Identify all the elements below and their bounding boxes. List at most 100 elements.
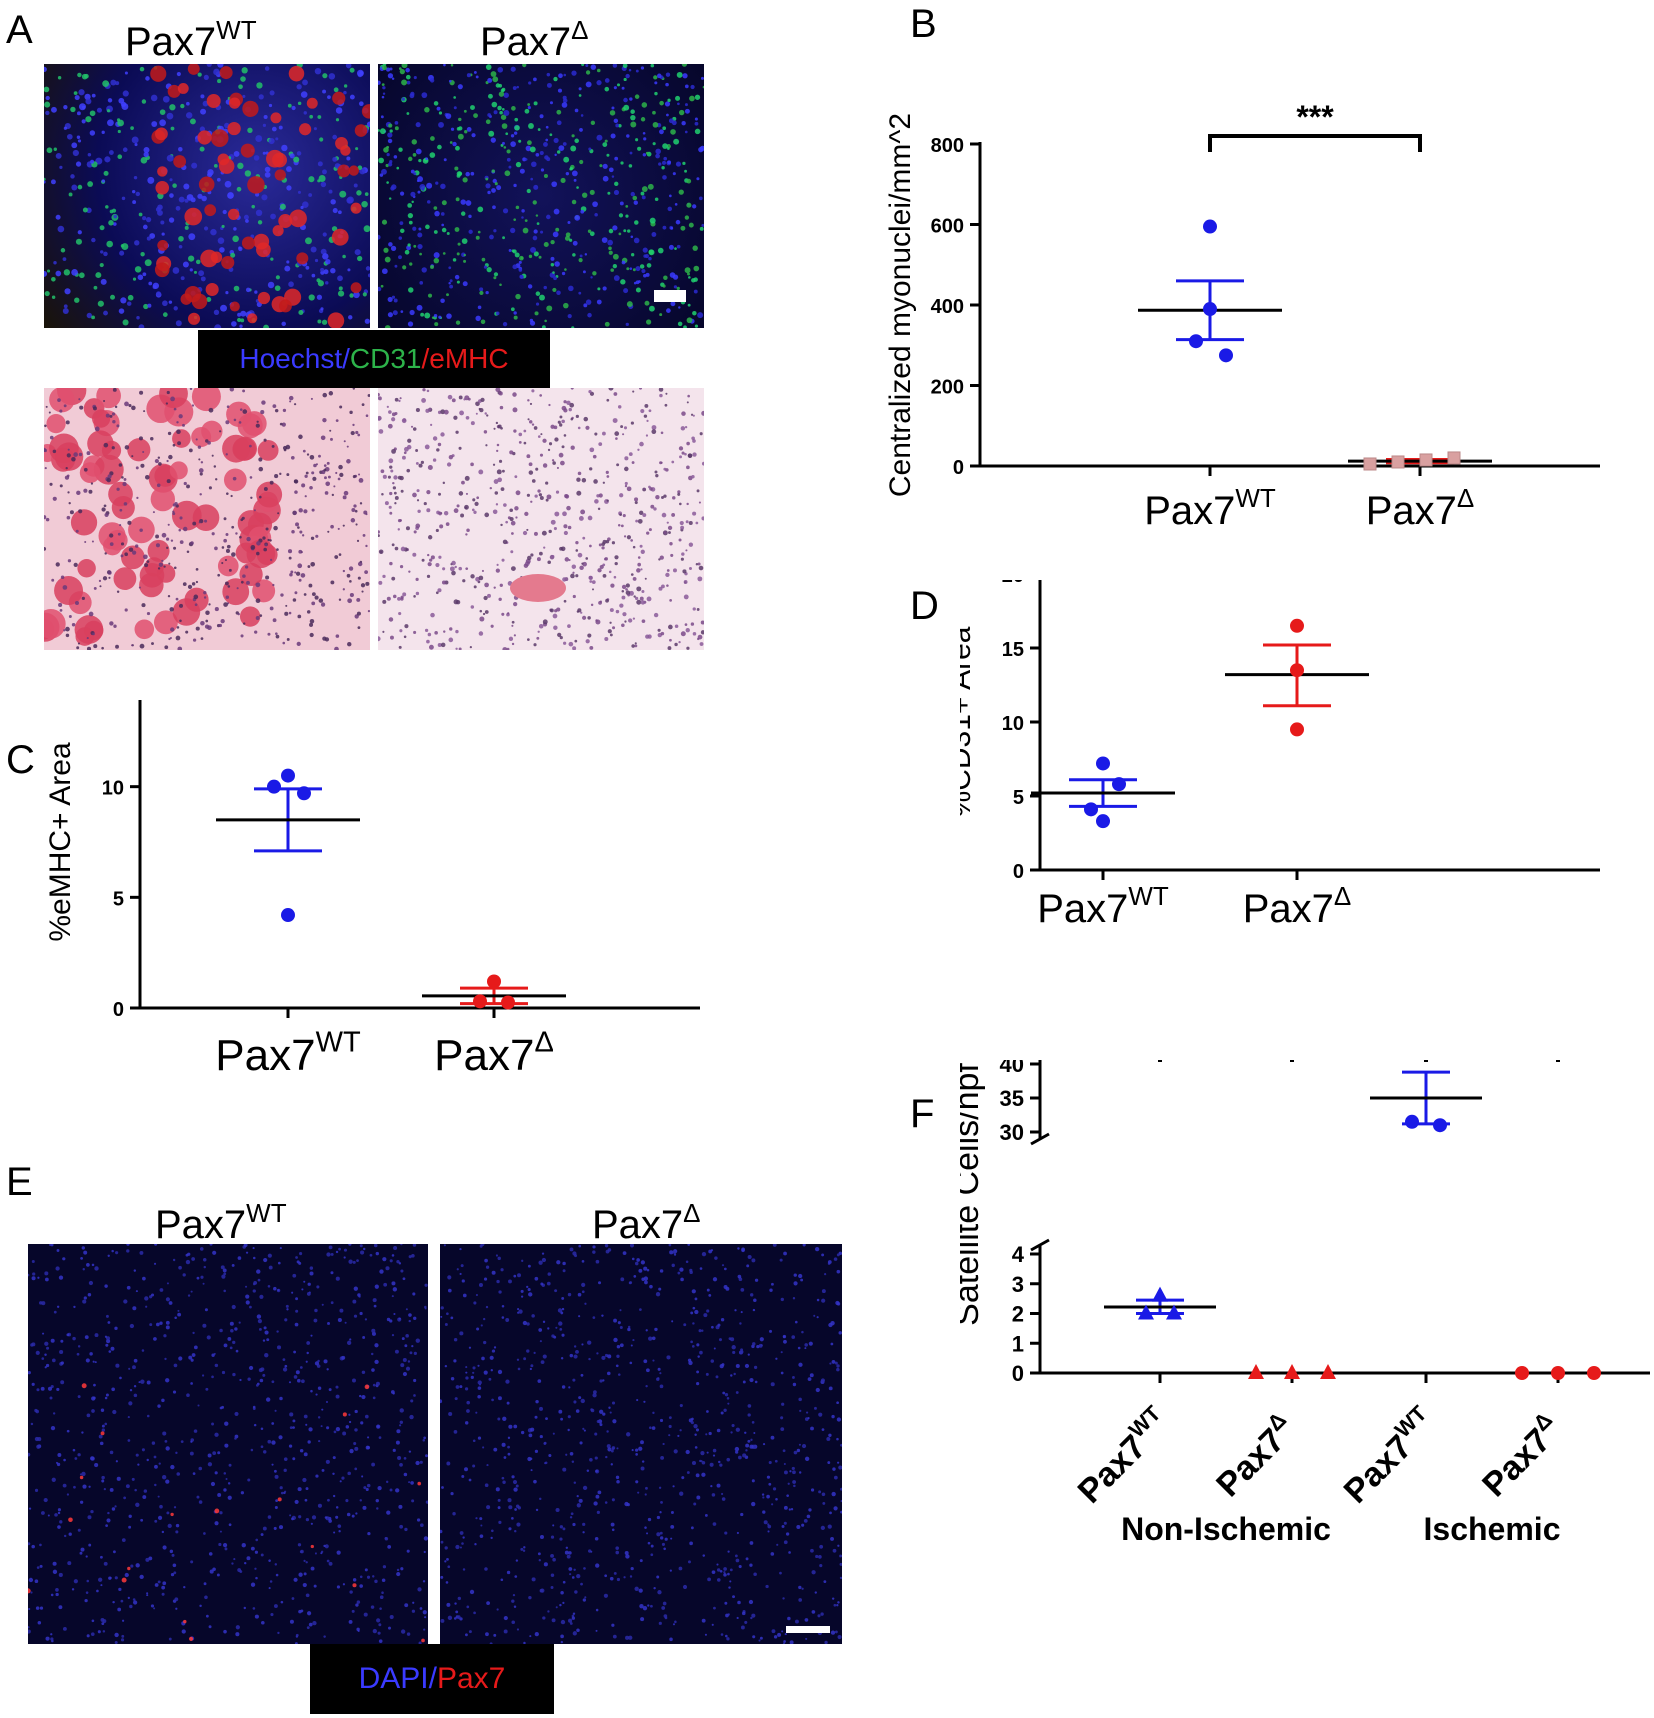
tissue-spot	[397, 475, 402, 480]
tissue-spot	[519, 168, 525, 174]
tissue-spot	[440, 432, 445, 437]
tissue-spot	[783, 1470, 788, 1475]
tissue-spot	[99, 225, 105, 231]
tissue-spot	[793, 1450, 798, 1455]
tissue-spot	[515, 1484, 519, 1488]
tissue-spot	[99, 1441, 104, 1446]
tissue-spot	[400, 489, 404, 493]
tissue-spot	[400, 1629, 406, 1634]
tissue-spot	[713, 1606, 716, 1610]
tissue-spot	[672, 568, 677, 573]
tissue-spot	[205, 1614, 209, 1618]
tissue-spot	[396, 166, 400, 170]
tissue-spot	[79, 405, 84, 410]
tissue-spot	[254, 630, 258, 634]
tissue-spot	[613, 1318, 617, 1323]
tissue-spot	[798, 1471, 802, 1474]
tissue-spot	[351, 508, 356, 512]
tissue-spot	[794, 1619, 799, 1624]
tissue-spot	[666, 1355, 671, 1360]
tissue-spot	[199, 472, 203, 476]
tissue-spot	[804, 1343, 808, 1347]
tissue-spot	[240, 143, 255, 158]
tissue-spot	[647, 1517, 652, 1522]
tissue-spot	[162, 312, 168, 318]
tissue-spot	[359, 1311, 363, 1316]
tissue-spot	[339, 1308, 344, 1313]
tissue-spot	[141, 1349, 145, 1352]
tissue-spot	[138, 324, 145, 328]
tissue-spot	[558, 145, 565, 152]
tissue-spot	[273, 1604, 278, 1609]
tissue-spot	[236, 587, 239, 590]
tissue-spot	[130, 1564, 134, 1568]
tissue-spot	[497, 1256, 501, 1261]
tissue-spot	[150, 94, 158, 102]
tissue-spot	[359, 502, 363, 505]
tissue-spot	[123, 1299, 128, 1304]
tissue-spot	[157, 1495, 160, 1498]
tissue-spot	[616, 1577, 621, 1582]
tissue-spot	[747, 1404, 752, 1408]
tissue-spot	[107, 119, 114, 127]
tissue-spot	[784, 1632, 787, 1636]
tissue-spot	[739, 1322, 742, 1325]
tissue-spot	[389, 1615, 394, 1620]
tissue-spot	[503, 146, 507, 149]
tissue-spot	[839, 1562, 842, 1566]
tissue-spot	[593, 1390, 597, 1394]
tissue-spot	[326, 461, 330, 465]
tissue-spot	[203, 596, 207, 599]
tissue-spot	[278, 1435, 283, 1440]
tissue-spot	[635, 69, 639, 73]
tissue-spot	[308, 1427, 313, 1432]
tissue-spot	[639, 1308, 642, 1311]
tissue-spot	[441, 227, 447, 233]
tissue-spot	[662, 143, 668, 149]
tissue-spot	[124, 608, 128, 612]
tissue-spot	[106, 529, 128, 551]
tissue-spot	[478, 1283, 483, 1288]
tissue-spot	[116, 1476, 121, 1481]
tissue-spot	[621, 584, 627, 590]
tissue-spot	[286, 473, 290, 477]
tissue-spot	[103, 170, 109, 176]
tissue-spot	[449, 141, 453, 144]
vessel-shape	[510, 574, 566, 602]
tissue-spot	[101, 646, 104, 650]
tissue-spot	[763, 1520, 768, 1525]
tissue-spot	[695, 521, 699, 525]
tissue-spot	[226, 544, 231, 549]
x-tick-label: Pax7Δ	[434, 1027, 554, 1080]
tissue-spot	[87, 430, 114, 457]
tissue-spot	[407, 438, 412, 443]
tissue-spot	[205, 1387, 209, 1391]
tissue-spot	[612, 253, 619, 260]
tissue-spot	[323, 269, 329, 275]
tissue-spot	[578, 516, 584, 521]
tissue-spot	[684, 623, 688, 626]
tissue-spot	[787, 1616, 791, 1621]
tissue-spot	[718, 1460, 721, 1464]
tissue-spot	[360, 1421, 364, 1425]
tissue-spot	[742, 1380, 746, 1384]
tissue-spot	[639, 388, 643, 390]
tissue-spot	[39, 1606, 44, 1610]
tissue-spot	[596, 1510, 600, 1514]
tissue-spot	[78, 452, 83, 457]
tissue-spot	[63, 629, 66, 632]
tissue-spot	[264, 543, 268, 547]
y-tick-label: 800	[931, 135, 964, 157]
tissue-spot	[232, 235, 239, 243]
tissue-spot	[170, 1464, 175, 1470]
tissue-spot	[256, 82, 263, 89]
tissue-spot	[85, 1555, 88, 1558]
tissue-spot	[830, 1536, 834, 1541]
tissue-spot	[683, 1323, 687, 1327]
tissue-spot	[479, 290, 484, 296]
tissue-spot	[333, 1531, 336, 1534]
tissue-spot	[535, 152, 540, 157]
tissue-spot	[159, 1288, 164, 1292]
tissue-spot	[132, 277, 137, 281]
tissue-spot	[638, 1446, 643, 1451]
